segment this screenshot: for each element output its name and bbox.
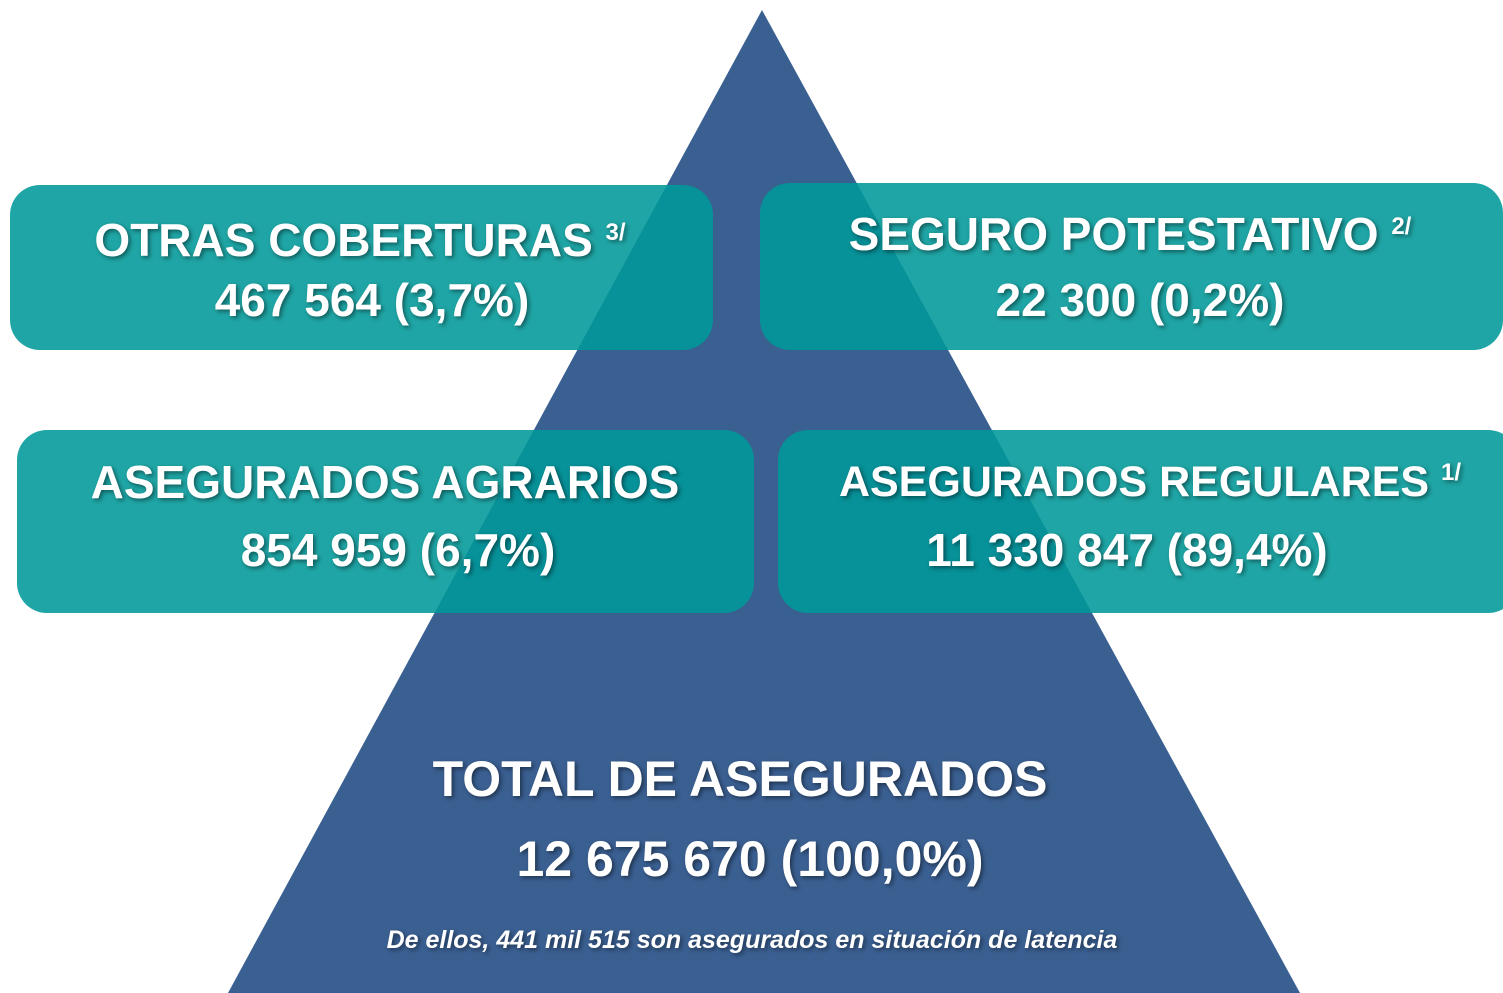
footnote: De ellos, 441 mil 515 son asegurados en …	[387, 926, 1118, 954]
box-value: 11 330 847 (89,4%)	[926, 524, 1328, 576]
box-label: SEGURO POTESTATIVO 2/	[849, 208, 1412, 260]
box-value: 467 564 (3,7%)	[215, 274, 530, 326]
total-value: 12 675 670 (100,0%)	[516, 831, 983, 887]
box	[17, 430, 754, 613]
pyramid	[228, 10, 1300, 993]
box-label: ASEGURADOS REGULARES 1/	[839, 458, 1461, 506]
box-value: 854 959 (6,7%)	[241, 524, 556, 576]
box	[760, 183, 1503, 350]
box	[10, 185, 713, 350]
box-label: ASEGURADOS AGRARIOS	[91, 456, 680, 508]
box	[778, 430, 1503, 613]
box-value: 22 300 (0,2%)	[996, 274, 1285, 326]
box-label: OTRAS COBERTURAS 3/	[94, 214, 625, 266]
total-label: TOTAL DE ASEGURADOS	[433, 751, 1048, 807]
